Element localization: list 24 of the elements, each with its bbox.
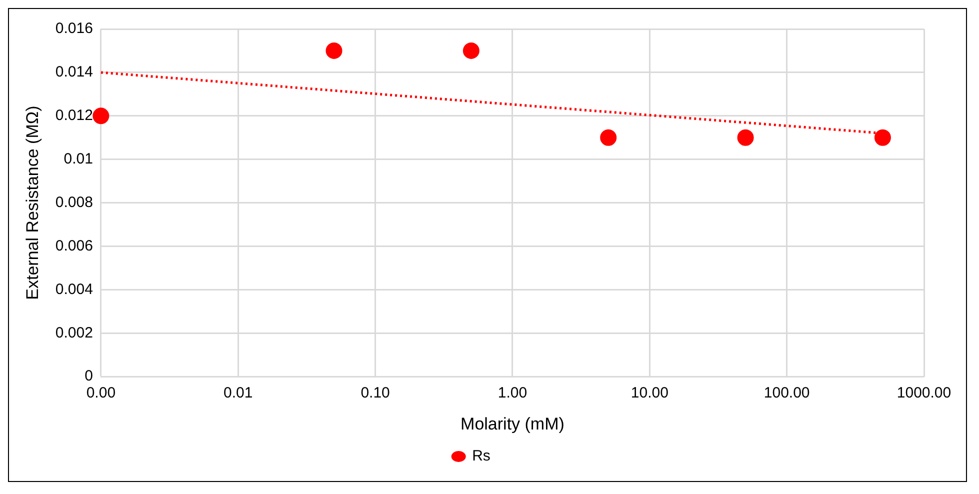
y-tick-label: 0.004 (55, 280, 93, 298)
y-tick-label: 0.008 (55, 194, 93, 211)
point (874, 129, 891, 146)
x-tick-label: 100.00 (764, 384, 810, 402)
x-axis-title: Molarity (mM) (460, 414, 564, 434)
legend-label: Rs (472, 448, 490, 465)
x-tick-label: 10.00 (630, 384, 668, 402)
y-tick-label: 0.014 (55, 64, 93, 81)
x-tick-label: 1.00 (498, 384, 528, 402)
y-tick-label: 0.016 (55, 20, 93, 38)
x-tick-label: 0.10 (360, 384, 390, 402)
y-tick-label: 0.006 (55, 237, 93, 254)
y-tick-label: 0 (84, 368, 93, 385)
y-axis-title: External Resistance (MΩ) (22, 106, 42, 300)
y-tick-label: 0.012 (55, 107, 93, 124)
point (600, 129, 617, 146)
x-tick-label: 0.01 (224, 384, 253, 402)
point (462, 42, 480, 59)
y-tick-label: 0.01 (64, 150, 93, 168)
point (326, 42, 342, 59)
y-tick-label: 0.002 (55, 324, 93, 342)
x-tick-label: 0.00 (86, 384, 116, 402)
point (737, 129, 754, 146)
x-tick-label: 1000.00 (896, 384, 952, 402)
